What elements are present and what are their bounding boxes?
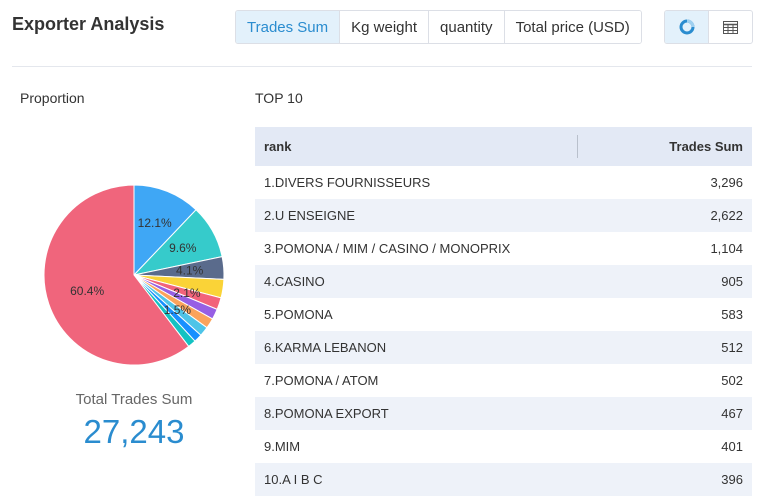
table-row: 9.MIM 401	[255, 430, 752, 463]
value-cell: 401	[721, 439, 743, 454]
total-label: Total Trades Sum	[75, 391, 193, 408]
pie-slice[interactable]	[133, 184, 197, 277]
rank-cell: 8.POMONA EXPORT	[264, 406, 389, 421]
rank-cell: 5.POMONA	[264, 307, 333, 322]
pie-chart-icon	[679, 19, 694, 35]
rank-cell: 2.U ENSEIGNE	[264, 208, 356, 223]
table-icon	[723, 20, 738, 34]
value-cell: 1,104	[710, 241, 743, 256]
slice-label: 12.1%	[138, 216, 172, 230]
table-row: 5.POMONA 583	[255, 298, 752, 331]
rank-cell: 4.CASINO	[264, 274, 325, 289]
column-divider[interactable]	[577, 135, 578, 158]
value-cell: 583	[721, 307, 743, 322]
slice-label: 2.1%	[173, 286, 201, 300]
table-row: 6.KARMA LEBANON 512	[255, 331, 752, 364]
proportion-label: Proportion	[20, 90, 85, 106]
value-cell: 502	[721, 373, 743, 388]
top10-label: TOP 10	[255, 90, 303, 106]
pie-chart: 12.1% 9.6% 4.1% 2.1% 1.5% 60.4%	[43, 184, 225, 366]
value-cell: 3,296	[710, 175, 743, 190]
tab-total-price[interactable]: Total price (USD)	[504, 11, 641, 43]
rank-cell: 7.POMONA / ATOM	[264, 373, 379, 388]
table-header: rank Trades Sum	[255, 127, 752, 166]
tab-quantity[interactable]: quantity	[429, 11, 505, 43]
slice-label: 1.5%	[164, 303, 192, 317]
value-cell: 2,622	[710, 208, 743, 223]
column-header-rank: rank	[264, 139, 292, 154]
slice-label: 9.6%	[169, 241, 197, 255]
value-cell: 467	[721, 406, 743, 421]
table-row: 7.POMONA / ATOM 502	[255, 364, 752, 397]
pie-view-button[interactable]	[665, 11, 709, 43]
table-row: 1.DIVERS FOURNISSEURS 3,296	[255, 166, 752, 199]
value-cell: 396	[721, 472, 743, 487]
rank-cell: 1.DIVERS FOURNISSEURS	[264, 175, 431, 190]
table-row: 2.U ENSEIGNE 2,622	[255, 199, 752, 232]
pie-slice[interactable]	[43, 184, 190, 366]
slice-label: 4.1%	[176, 264, 204, 278]
tab-kg-weight[interactable]: Kg weight	[340, 11, 430, 43]
view-toggle	[664, 10, 753, 44]
table-row: 4.CASINO 905	[255, 265, 752, 298]
total-value: 27,243	[83, 413, 185, 450]
column-header-value[interactable]: Trades Sum	[669, 139, 743, 154]
table-view-button[interactable]	[709, 11, 752, 43]
tab-trades-sum[interactable]: Trades Sum	[236, 11, 341, 43]
header-divider	[12, 66, 752, 67]
value-cell: 512	[721, 340, 743, 355]
slice-label: 60.4%	[70, 284, 104, 298]
rank-cell: 10.A I B C	[264, 472, 323, 487]
top10-table: rank Trades Sum 1.DIVERS FOURNISSEURS 3,…	[255, 127, 752, 496]
value-cell: 905	[721, 274, 743, 289]
table-row: 10.A I B C 396	[255, 463, 752, 496]
table-row: 3.POMONA / MIM / CASINO / MONOPRIX 1,104	[255, 232, 752, 265]
table-row: 8.POMONA EXPORT 467	[255, 397, 752, 430]
rank-cell: 3.POMONA / MIM / CASINO / MONOPRIX	[264, 241, 511, 256]
page-title: Exporter Analysis	[12, 14, 165, 34]
rank-cell: 9.MIM	[264, 439, 301, 454]
metric-tabs: Trades Sum Kg weight quantity Total pric…	[235, 10, 642, 44]
rank-cell: 6.KARMA LEBANON	[264, 340, 387, 355]
